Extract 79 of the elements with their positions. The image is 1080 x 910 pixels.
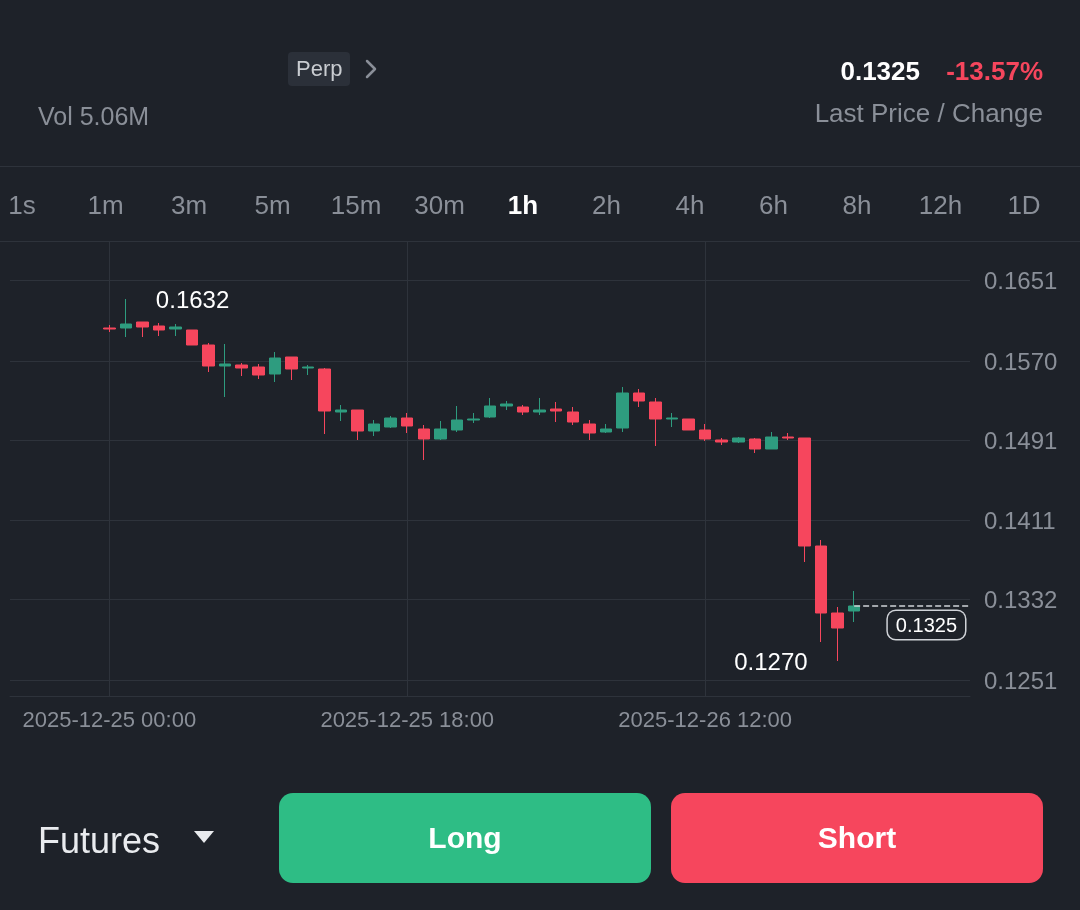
candlestick <box>434 420 447 441</box>
candlestick <box>583 419 596 441</box>
text: 15m <box>330 190 382 221</box>
text: Last Price / Change <box>814 98 1043 129</box>
text: 3m <box>170 190 208 221</box>
ref-line-label: 0.1325 <box>895 614 957 636</box>
text: 12h <box>918 190 963 221</box>
candlestick <box>186 329 198 346</box>
candlestick <box>285 356 298 381</box>
candlestick <box>335 404 347 422</box>
candlestick <box>235 362 248 377</box>
candlestick <box>699 423 711 442</box>
candlestick <box>600 423 612 434</box>
text: 5m <box>254 190 291 221</box>
candlestick <box>782 432 794 441</box>
candlestick <box>749 437 761 454</box>
text: 1h <box>507 190 539 221</box>
candlestick <box>550 401 562 423</box>
y-tick-label: 0.1570 <box>984 347 1058 375</box>
text: Long <box>279 793 651 883</box>
text: 30m <box>414 190 465 221</box>
candlestick <box>169 323 182 337</box>
candlestick <box>120 298 132 338</box>
candlestick <box>848 590 860 623</box>
candlestick <box>567 406 579 426</box>
candlestick <box>302 364 314 376</box>
candlestick <box>202 342 215 373</box>
text: Short <box>671 793 1043 883</box>
candlestick <box>533 397 546 416</box>
y-tick-label: 0.1651 <box>984 266 1058 294</box>
candlestick <box>451 405 463 433</box>
candlestick <box>219 343 231 398</box>
candlestick <box>815 539 827 643</box>
candlestick <box>765 431 778 450</box>
candlestick <box>633 388 645 408</box>
candlestick <box>715 437 728 446</box>
candlestick <box>401 412 413 434</box>
text: 2h <box>592 190 621 221</box>
text: Perp <box>288 52 351 86</box>
candlestick <box>136 321 149 338</box>
y-tick-label: 0.1251 <box>984 666 1058 694</box>
candlestick <box>153 322 165 337</box>
x-tick-label: 2025-12-25 18:00 <box>320 706 495 732</box>
x-tick-label: 2025-12-25 00:00 <box>22 706 197 732</box>
text: 1D <box>1007 190 1041 221</box>
candlestick <box>616 386 629 433</box>
text: 8h <box>842 190 872 221</box>
candlestick <box>467 412 480 424</box>
annotation: 0.1270 <box>734 647 808 675</box>
annotation: 0.1632 <box>155 285 230 313</box>
candlestick <box>368 419 380 437</box>
text: 4h <box>675 190 705 221</box>
text: Vol 5.06M <box>38 102 150 131</box>
text: 1s <box>8 190 36 221</box>
candlestick <box>682 418 695 431</box>
candlestick <box>484 397 496 419</box>
candlestick <box>351 409 364 441</box>
text: 1m <box>87 190 124 221</box>
text: 6h <box>759 190 788 221</box>
x-tick-label: 2025-12-26 12:00 <box>618 706 793 732</box>
candlestick <box>732 436 745 444</box>
candlestick <box>103 324 116 333</box>
text: 0.1325 <box>840 56 920 87</box>
y-tick-label: 0.1332 <box>984 585 1058 613</box>
candlestick <box>269 351 281 383</box>
candlestick <box>500 400 513 411</box>
candlestick <box>252 363 265 380</box>
candlestick <box>649 397 662 447</box>
candlestick <box>831 606 844 662</box>
candlestick <box>666 412 678 428</box>
candlestick <box>517 404 529 416</box>
y-tick-label: 0.1411 <box>984 506 1056 534</box>
candlestick <box>418 424 430 461</box>
candlestick <box>384 415 397 429</box>
text: -13.57% <box>946 56 1043 87</box>
candlestick <box>318 367 331 435</box>
text: Futures <box>38 820 161 862</box>
y-tick-label: 0.1491 <box>984 426 1058 454</box>
candlestick <box>798 437 811 563</box>
